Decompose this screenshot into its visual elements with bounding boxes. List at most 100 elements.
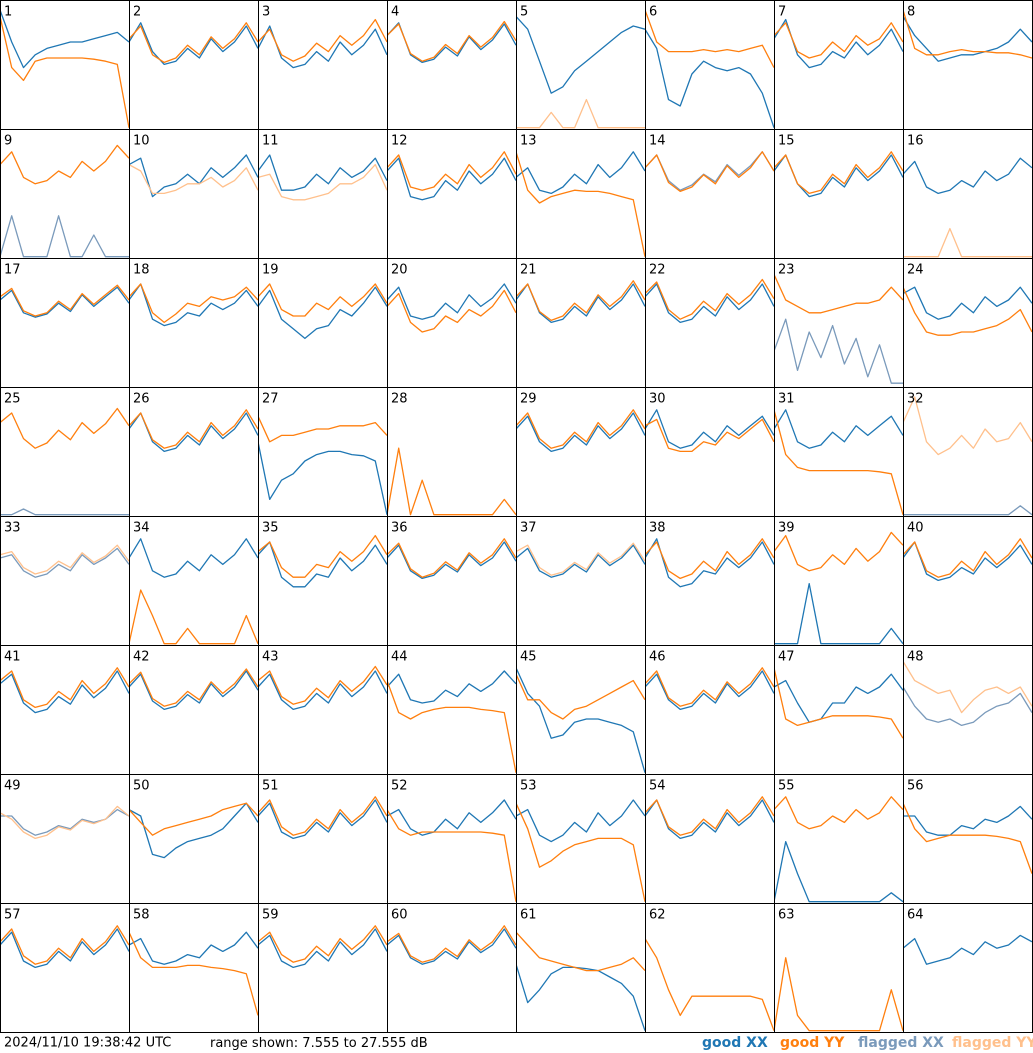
spectrum-trace [387, 925, 516, 963]
panel-label: 6 [649, 5, 657, 20]
panel-label: 53 [520, 779, 537, 794]
spectrum-trace [774, 318, 903, 384]
spectrum-trace [774, 274, 903, 314]
spectrum-trace [129, 802, 258, 859]
range-max: 27.555 [361, 1036, 407, 1051]
range-text: range shown: 7.555 to 27.555 dB [210, 1036, 428, 1051]
panel-label: 16 [907, 134, 924, 149]
panel-label: 49 [4, 779, 21, 794]
spectrum-trace [129, 164, 258, 195]
panel-label: 2 [133, 5, 141, 20]
panel: 32 [903, 387, 1033, 517]
spectrum-trace [645, 151, 774, 193]
spectrum-trace [645, 799, 774, 840]
spectrum-trace [774, 18, 903, 69]
panel-label: 27 [262, 392, 279, 407]
spectrum-trace [903, 396, 1032, 456]
panel-label: 24 [907, 263, 924, 278]
spectrum-trace [645, 538, 774, 588]
spectrum-trace [0, 284, 129, 317]
panel-label: 39 [778, 521, 795, 536]
spectrum-trace [903, 541, 1032, 582]
panel-label: 44 [391, 650, 408, 665]
spectrum-trace [645, 538, 774, 580]
panel-label: 50 [133, 779, 150, 794]
spectrum-trace [516, 802, 645, 902]
spectrum-trace [129, 412, 258, 453]
spectrum-trace [0, 215, 129, 258]
panel-label: 3 [262, 5, 270, 20]
spectrum-trace [516, 931, 645, 972]
panel-label: 34 [133, 521, 150, 536]
panel-label: 5 [520, 5, 528, 20]
panel-label: 32 [907, 392, 924, 407]
spectrum-trace [0, 286, 129, 318]
panel-label: 42 [133, 650, 150, 665]
spectrum-trace [903, 802, 1032, 874]
panel-label: 19 [262, 263, 279, 278]
spectrum-trace [903, 16, 1032, 62]
panel-label: 29 [520, 392, 537, 407]
spectrum-trace [774, 796, 903, 830]
range-min: 7.555 [302, 1036, 339, 1051]
spectrum-trace [129, 589, 258, 645]
spectrum-trace [774, 22, 903, 59]
spectrum-trace [387, 680, 516, 773]
spectrum-trace [387, 447, 516, 516]
panel-label: 40 [907, 521, 924, 536]
spectrum-trace [0, 547, 129, 578]
spectrum-trace [258, 670, 387, 711]
panel-label: 58 [133, 908, 150, 923]
spectrum-trace [903, 661, 1032, 714]
panel-label: 62 [649, 908, 666, 923]
panel-label: 61 [520, 908, 537, 923]
spectrum-trace [0, 670, 129, 714]
spectrum-trace [387, 20, 516, 62]
panel: 14 [645, 129, 775, 259]
range-prefix: range shown: [210, 1036, 298, 1051]
spectrum-trace [645, 28, 774, 128]
spectrum-trace [129, 409, 258, 449]
panel-label: 31 [778, 392, 795, 407]
spectrum-trace [903, 505, 1032, 516]
spectrum-trace [516, 799, 645, 843]
panel-label: 13 [520, 134, 537, 149]
spectrum-trace [774, 409, 903, 515]
spectrum-trace [0, 667, 129, 709]
panel: 52 [387, 774, 517, 904]
spectrum-trace [258, 796, 387, 836]
panel-label: 52 [391, 779, 408, 794]
spectrum-trace [645, 667, 774, 707]
spectrum-trace [645, 670, 774, 711]
panel-label: 45 [520, 650, 537, 665]
spectrum-trace [258, 928, 387, 969]
spectrum-trace [0, 925, 129, 965]
spectrum-trace [774, 667, 903, 739]
panel-label: 38 [649, 521, 666, 536]
panel-label: 1 [4, 5, 12, 20]
spectrum-trace [258, 534, 387, 578]
spectrum-trace [129, 670, 258, 711]
range-joiner: to [344, 1036, 357, 1051]
panel-label: 15 [778, 134, 795, 149]
spectrum-trace [516, 964, 645, 1031]
spectrum-trace [645, 418, 774, 453]
spectrum-trace [129, 802, 258, 836]
panel-label: 9 [4, 134, 12, 149]
spectrum-trace [129, 668, 258, 707]
panel-label: 18 [133, 263, 150, 278]
panel-label: 64 [907, 908, 924, 923]
spectrum-trace [0, 928, 129, 969]
spectrum-trace [258, 18, 387, 62]
panel: 54 [645, 774, 775, 904]
spectrum-trace [387, 799, 516, 836]
panel-label: 23 [778, 263, 795, 278]
spectrum-trace [903, 805, 1032, 836]
spectrum-trace [516, 544, 645, 578]
panel-label: 17 [4, 263, 21, 278]
spectrum-trace [645, 409, 774, 449]
spectrum-trace [774, 957, 903, 1032]
spectrum-trace [258, 163, 387, 201]
